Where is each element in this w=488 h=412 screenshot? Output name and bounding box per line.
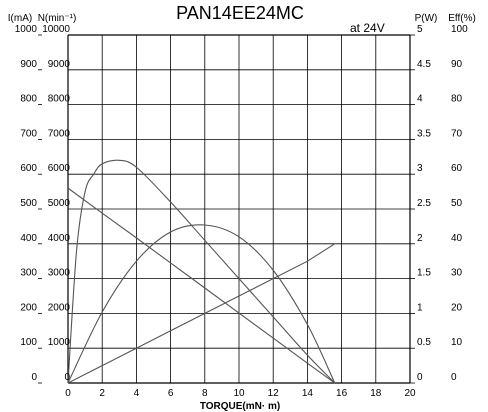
efficiency-tick-label: 70: [451, 128, 463, 139]
efficiency-tick-label: 60: [451, 163, 463, 174]
current-tick-label: 100: [20, 337, 37, 348]
speed-tick-label: 0: [64, 372, 70, 383]
current-tick-label: 300: [20, 268, 37, 279]
power-curve: [67, 224, 336, 384]
power-tick-label: 4: [417, 94, 423, 105]
current-tick-label: 1000: [15, 24, 38, 35]
current-tick-label: 400: [20, 233, 37, 244]
current-curve: [67, 243, 336, 384]
efficiency-tick-label: 30: [451, 268, 463, 279]
speed-tick-label: 1000: [48, 337, 71, 348]
speed-tick-label: 6000: [48, 163, 71, 174]
x-tick-label: 20: [404, 388, 416, 399]
efficiency-axis-label: Eff(%): [448, 13, 476, 24]
x-tick-label: 8: [202, 388, 208, 399]
efficiency-tick-label: 20: [451, 302, 463, 313]
current-axis-label: I(mA): [8, 13, 32, 24]
chart-subtitle: at 24V: [350, 21, 385, 35]
speed-tick-label: 9000: [48, 59, 71, 70]
speed-axis-label: N(min⁻¹): [38, 13, 77, 24]
power-tick-label: 0: [417, 372, 423, 383]
efficiency-tick-label: 90: [451, 59, 463, 70]
efficiency-tick-label: 80: [451, 94, 463, 105]
efficiency-curve: [67, 159, 336, 384]
efficiency-tick-label: 50: [451, 198, 463, 209]
x-tick-label: 12: [268, 388, 280, 399]
power-tick-label: 2.5: [417, 198, 431, 209]
tick-labels: 0 2 4 6 8 10 12 14 16 18 2001002003004005006007008…: [15, 24, 468, 399]
current-tick-label: 200: [20, 302, 37, 313]
power-tick-label: 5: [417, 24, 423, 35]
power-axis-label: P(W): [415, 13, 438, 24]
efficiency-tick-label: 100: [451, 24, 468, 35]
power-tick-label: 3.5: [417, 128, 431, 139]
speed-tick-label: 5000: [48, 198, 71, 209]
power-tick-label: 1: [417, 302, 423, 313]
x-tick-label: 4: [134, 388, 140, 399]
power-tick-label: 3: [417, 163, 423, 174]
x-tick-label: 14: [302, 388, 314, 399]
current-tick-label: 800: [20, 94, 37, 105]
current-tick-label: 0: [31, 372, 37, 383]
x-tick-label: 16: [336, 388, 348, 399]
speed-tick-label: 2000: [48, 302, 71, 313]
speed-tick-label: 4000: [48, 233, 71, 244]
power-tick-label: 4.5: [417, 59, 431, 70]
x-tick-label: 10: [233, 388, 245, 399]
chart-title: PAN14EE24MC: [176, 3, 304, 23]
current-tick-label: 700: [20, 128, 37, 139]
x-tick-label: 0: [65, 388, 71, 399]
efficiency-tick-label: 10: [451, 337, 463, 348]
current-tick-label: 900: [20, 59, 37, 70]
x-axis-label: TORQUE(mN· m): [200, 401, 280, 412]
speed-tick-label: 8000: [48, 94, 71, 105]
power-tick-label: 2: [417, 233, 423, 244]
speed-curve: [67, 187, 336, 384]
series-curves: [67, 159, 336, 384]
plot-grid: [38, 34, 415, 384]
speed-tick-label: 3000: [48, 268, 71, 279]
current-tick-label: 600: [20, 163, 37, 174]
power-tick-label: 1.5: [417, 268, 431, 279]
speed-tick-label: 10000: [42, 24, 70, 35]
speed-tick-label: 7000: [48, 128, 71, 139]
efficiency-tick-label: 40: [451, 233, 463, 244]
power-tick-label: 0.5: [417, 337, 431, 348]
x-tick-label: 6: [168, 388, 174, 399]
efficiency-tick-label: 0: [451, 372, 457, 383]
x-tick-label: 18: [370, 388, 382, 399]
current-tick-label: 500: [20, 198, 37, 209]
x-tick-label: 2: [99, 388, 105, 399]
